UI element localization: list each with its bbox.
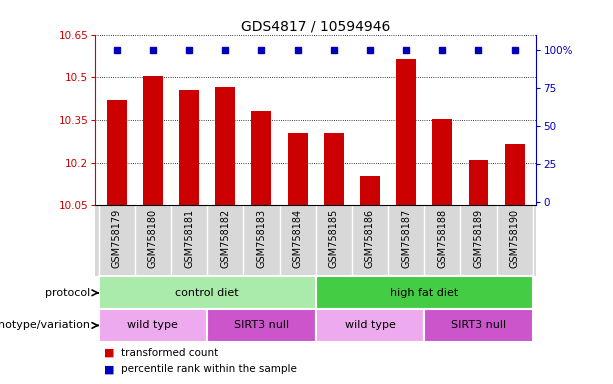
Text: transformed count: transformed count [121,348,218,358]
Bar [468,160,489,205]
Text: ■: ■ [104,364,115,374]
Bar [287,133,308,205]
Text: GSM758184: GSM758184 [292,209,303,268]
Text: wild type: wild type [345,320,395,331]
Text: GSM758183: GSM758183 [256,209,267,268]
Text: ■: ■ [104,348,115,358]
Text: GSM758190: GSM758190 [509,209,520,268]
Text: GSM758182: GSM758182 [220,209,230,268]
Text: SIRT3 null: SIRT3 null [451,320,506,331]
Bar [504,144,525,205]
Text: control diet: control diet [175,288,239,298]
Text: GSM758187: GSM758187 [401,209,411,268]
Text: protocol: protocol [45,288,91,298]
Bar [424,309,533,342]
Text: GSM758188: GSM758188 [437,209,447,268]
Text: GSM758189: GSM758189 [473,209,484,268]
Text: GSM758181: GSM758181 [184,209,194,268]
Text: GSM758179: GSM758179 [112,209,122,268]
Bar [251,111,272,205]
Bar [396,59,416,205]
Bar [143,76,163,205]
Text: genotype/variation: genotype/variation [0,320,91,331]
Text: percentile rank within the sample: percentile rank within the sample [121,364,297,374]
Bar [360,175,380,205]
Bar [324,133,344,205]
Bar [316,276,533,309]
Bar [316,309,424,342]
Bar [99,309,207,342]
Bar [179,90,199,205]
Text: GSM758180: GSM758180 [148,209,158,268]
Bar [99,276,316,309]
Text: wild type: wild type [128,320,178,331]
Bar [432,119,452,205]
Text: GSM758186: GSM758186 [365,209,375,268]
Text: SIRT3 null: SIRT3 null [234,320,289,331]
Text: high fat diet: high fat diet [390,288,459,298]
Text: GSM758185: GSM758185 [329,209,339,268]
Bar [207,309,316,342]
Bar [215,87,235,205]
Title: GDS4817 / 10594946: GDS4817 / 10594946 [241,20,390,33]
Bar [107,100,127,205]
